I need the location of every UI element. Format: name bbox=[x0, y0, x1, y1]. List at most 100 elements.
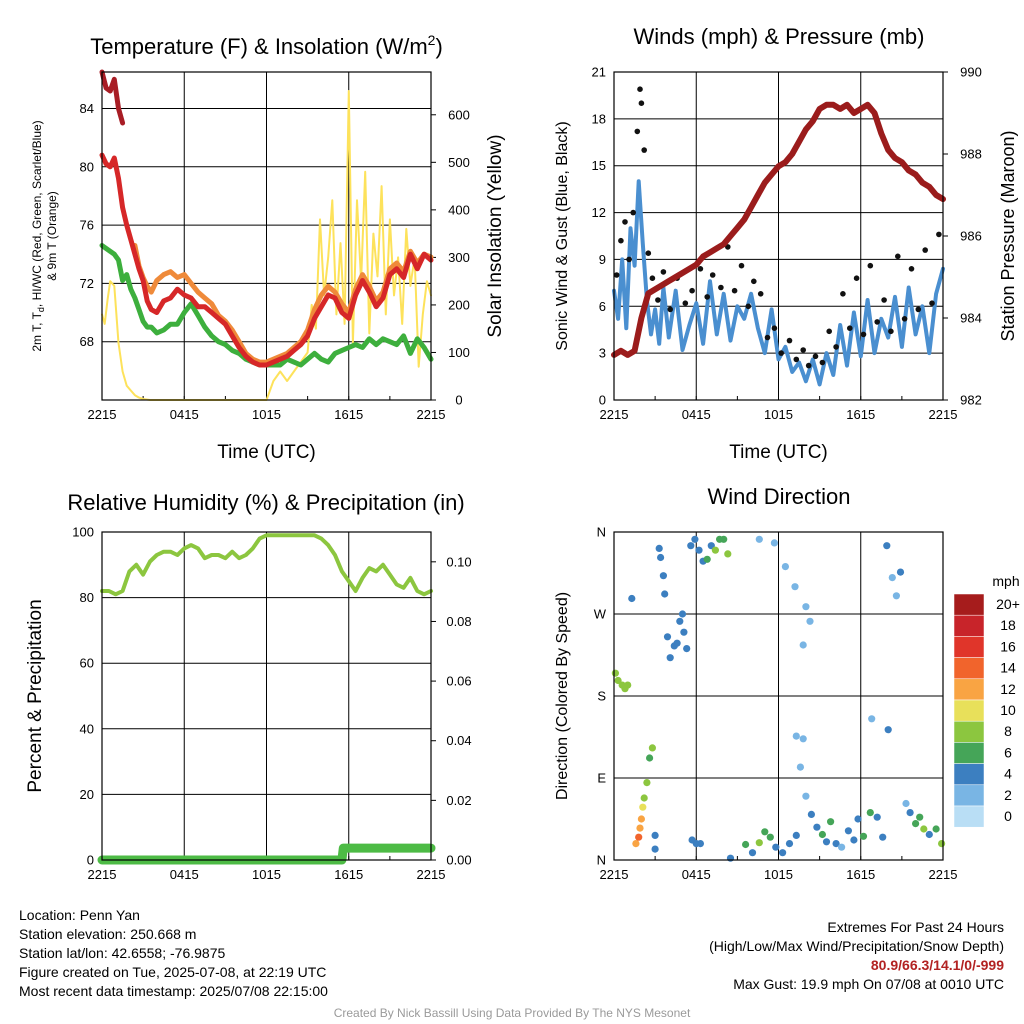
gust-point bbox=[738, 262, 745, 269]
y-axis-label-line1: 2m T, Td, HI/WC (Red, Green, Scarlet/Blu… bbox=[30, 120, 46, 351]
panel-title: Winds (mph) & Pressure (mb) bbox=[634, 24, 925, 49]
plot-border bbox=[101, 531, 432, 861]
direction-point bbox=[755, 839, 763, 847]
y2-tick-label: 0.10 bbox=[446, 554, 471, 569]
plot-border bbox=[101, 71, 432, 401]
direction-point bbox=[883, 542, 891, 550]
recent-data-text: Most recent data timestamp: 2025/07/08 2… bbox=[19, 983, 328, 999]
x-tick-label: 1615 bbox=[334, 867, 363, 882]
y2-tick-label: 0.02 bbox=[446, 793, 471, 808]
y2-axis-label: Solar Insolation (Yellow) bbox=[485, 134, 506, 337]
x-tick-label: 1015 bbox=[252, 867, 281, 882]
gust-point bbox=[888, 328, 894, 335]
direction-point bbox=[859, 832, 868, 840]
direction-point bbox=[636, 824, 644, 832]
humidity-precip-panel: 2215 0415 1015 1615 22150204060801000.000.02… bbox=[25, 490, 472, 882]
title-text: Temperature (F) & Insolation (W/m bbox=[90, 34, 427, 59]
direction-point bbox=[755, 535, 763, 543]
direction-point bbox=[614, 676, 622, 685]
direction-point bbox=[663, 633, 672, 641]
gust-point bbox=[936, 231, 942, 238]
direction-point bbox=[912, 820, 920, 828]
gust-point bbox=[630, 209, 636, 216]
y2-tick-label: 600 bbox=[448, 107, 470, 122]
colorbar-swatch bbox=[953, 614, 985, 637]
elevation-text: Station elevation: 250.668 m bbox=[19, 926, 197, 942]
direction-point bbox=[772, 843, 780, 851]
y-axis-label: Direction (Colored By Speed) bbox=[554, 592, 571, 800]
y-tick-label: 12 bbox=[592, 205, 606, 220]
direction-point bbox=[651, 831, 659, 840]
y2-tick-label: 100 bbox=[448, 345, 470, 360]
gust-point bbox=[637, 86, 643, 92]
y2-tick-label: 200 bbox=[448, 297, 470, 312]
direction-point bbox=[770, 539, 779, 547]
label-text-rest: , HI/WC (Red, Green, Scarlet/Blue) bbox=[30, 120, 44, 307]
direction-point bbox=[799, 735, 807, 743]
gust-point bbox=[613, 272, 620, 278]
gust-point bbox=[718, 284, 724, 291]
direction-point bbox=[888, 574, 896, 582]
gust-point bbox=[901, 316, 908, 322]
colorbar-swatch bbox=[953, 657, 985, 680]
gust-point bbox=[660, 269, 667, 275]
colorbar-swatch bbox=[953, 805, 985, 828]
gust-point bbox=[874, 319, 880, 325]
credit-line: Created By Nick Bassill Using Data Provi… bbox=[333, 1006, 691, 1020]
y-tick-label: 3 bbox=[599, 346, 606, 361]
x-tick-label: 2215 bbox=[417, 407, 446, 422]
direction-point bbox=[832, 840, 840, 848]
sonic-wind-line bbox=[612, 179, 945, 387]
direction-point bbox=[791, 583, 799, 591]
direction-point bbox=[854, 815, 862, 823]
colorbar-swatch bbox=[953, 636, 985, 658]
colorbar-label: 2 bbox=[1004, 787, 1012, 803]
colorbar-label: 12 bbox=[1000, 681, 1016, 697]
x-tick-label: 1015 bbox=[252, 407, 281, 422]
gust-point bbox=[853, 275, 860, 282]
colorbar-label: 6 bbox=[1004, 744, 1012, 760]
gust-point bbox=[895, 253, 901, 260]
gust-point bbox=[840, 291, 846, 297]
x-tick-label: 1615 bbox=[846, 867, 875, 882]
direction-point bbox=[657, 553, 665, 562]
direction-point bbox=[838, 843, 846, 851]
direction-point bbox=[637, 815, 646, 823]
gust-point bbox=[929, 300, 935, 307]
direction-point bbox=[687, 542, 695, 550]
direction-point bbox=[827, 818, 835, 826]
direction-point bbox=[678, 610, 687, 618]
direction-point bbox=[902, 799, 910, 808]
direction-point bbox=[696, 840, 705, 848]
y-tick-label: 84 bbox=[80, 101, 94, 116]
direction-point bbox=[779, 849, 787, 857]
direction-point bbox=[628, 594, 636, 603]
gust-point bbox=[618, 237, 624, 244]
direction-point bbox=[796, 763, 805, 771]
y-tick-label: 100 bbox=[72, 525, 94, 540]
y2-tick-label: 0.06 bbox=[446, 674, 471, 689]
direction-point bbox=[892, 592, 901, 600]
direction-point bbox=[711, 546, 720, 554]
x-axis-label: Time (UTC) bbox=[729, 442, 828, 463]
gust-point bbox=[908, 266, 915, 272]
x-tick-label: 2215 bbox=[600, 867, 629, 882]
x-tick-label: 0415 bbox=[170, 407, 199, 422]
direction-point bbox=[643, 779, 651, 787]
y-tick-label: S bbox=[597, 689, 606, 704]
gust-point bbox=[622, 219, 628, 225]
direction-point bbox=[866, 809, 874, 817]
direction-point bbox=[611, 669, 620, 677]
gust-point bbox=[731, 287, 738, 294]
y-tick-label: N bbox=[597, 853, 606, 868]
colorbar-label: 16 bbox=[1000, 638, 1016, 654]
direction-point bbox=[879, 833, 887, 841]
direction-point bbox=[822, 838, 831, 846]
colorbar-label: 0 bbox=[1004, 808, 1012, 824]
direction-point bbox=[785, 840, 794, 848]
colorbar-label: 10 bbox=[1000, 702, 1016, 718]
y-tick-label: 9 bbox=[599, 252, 606, 267]
gust-point bbox=[922, 247, 928, 253]
x-tick-label: 2215 bbox=[929, 407, 958, 422]
direction-point bbox=[673, 639, 681, 647]
